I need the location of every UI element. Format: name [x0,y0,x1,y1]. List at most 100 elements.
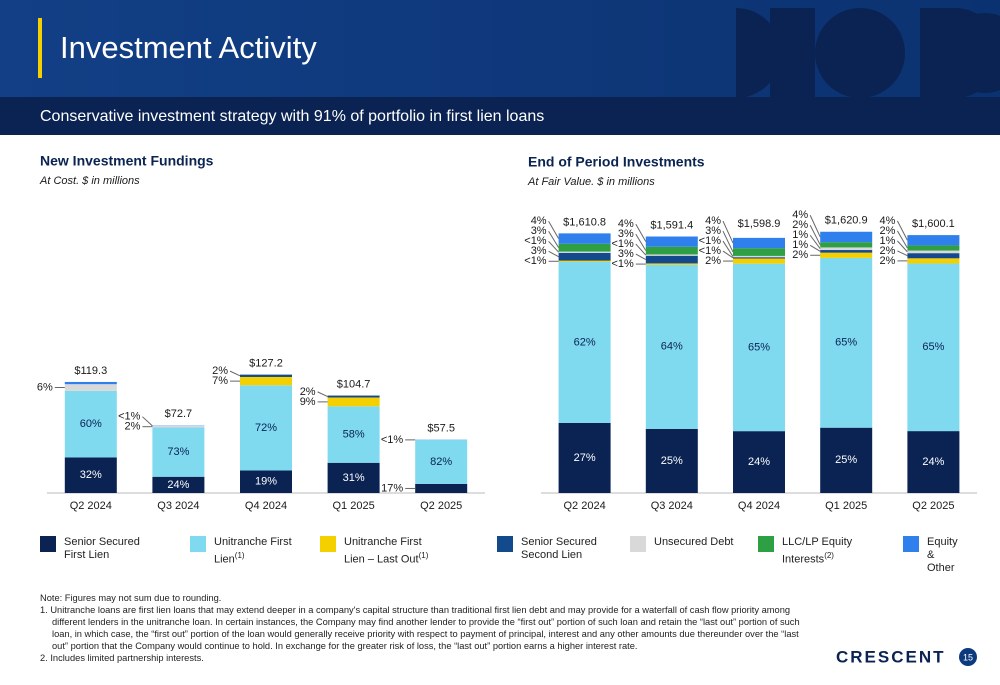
data-label: 2% [879,245,895,257]
bar-segment [240,385,292,471]
total-label: $1,610.8 [563,216,606,228]
total-label: $127.2 [249,358,283,370]
slide-title: Investment Activity [60,30,317,65]
legend-label: Unitranche First Lien [214,536,292,566]
bar-segment [907,250,960,254]
bar-segment [240,374,292,377]
data-label: 64% [661,341,683,353]
bar-segment [645,264,698,429]
data-label: 19% [255,476,277,488]
legend-label: Equity & Other [927,536,958,574]
chart-subtitle: At Cost. $ in millions [39,175,140,187]
total-label: $1,620.9 [825,215,868,227]
data-label: 4% [531,215,547,227]
label-leader [809,234,821,250]
label-leader [635,253,647,261]
data-label: 4% [879,215,895,227]
bar-segment [152,427,205,477]
chart-subtitle: At Fair Value. $ in millions [527,176,655,188]
bar-segment [907,245,960,251]
bar-segment [733,248,785,256]
bar-segment [558,233,611,244]
x-tick-label: Q4 2024 [738,500,780,512]
bar-segment [645,254,698,256]
bar-segment [645,428,698,493]
legend-swatch [758,536,774,552]
data-label: 60% [80,418,102,430]
data-label: 3% [531,245,547,257]
label-leader [317,391,328,397]
label-leader [809,244,821,252]
bar-segment [64,457,117,493]
bar-segment [907,263,960,432]
data-label: 73% [167,446,189,458]
label-leader [548,250,559,258]
label-leader [142,416,153,427]
legend-swatch [903,536,919,552]
legend-label: Unitranche First Lien – Last Out [344,536,422,566]
data-label: 2% [792,219,808,231]
data-label: 3% [618,228,634,240]
label-leader [896,230,908,249]
bar-segment [733,258,785,264]
label-leader [896,220,908,241]
data-label: <1% [524,235,547,247]
title-accent [38,18,42,78]
bar-segment [645,255,698,264]
data-label: 2% [212,365,228,377]
footnote-ref: (1) [418,551,429,560]
total-label: $1,598.9 [738,218,781,230]
note: 1. Unitranche loans are first lien loans… [40,605,800,651]
bar-segment [733,431,785,493]
x-tick-label: Q3 2024 [651,500,693,512]
legend-swatch [497,536,513,552]
page-number: 15 [963,652,973,662]
bar-segment [645,263,698,265]
bar-segment [64,390,117,458]
data-label: 2% [705,255,721,267]
x-tick-label: Q2 2025 [420,500,462,512]
data-label: 24% [922,456,944,468]
label-leader [897,250,908,257]
data-label: 82% [430,456,452,468]
bar-segment [645,246,698,255]
total-label: $1,591.4 [650,219,693,231]
label-leader [722,240,734,257]
legend-item: Senior Secured Second Lien [497,536,607,562]
data-label: 2% [879,255,895,267]
bar-segment [733,255,785,258]
legend-swatch [190,536,206,552]
total-label: $57.5 [427,422,455,434]
bar-segment [558,260,611,262]
data-label: <1% [611,238,634,250]
x-tick-label: Q1 2025 [332,500,374,512]
bar-segment [907,431,960,493]
bar-segment [733,257,785,259]
page-badge [959,648,977,666]
data-label: 31% [343,472,365,484]
data-label: 27% [574,452,596,464]
bar-segment [415,440,468,484]
bar-segment [240,470,292,493]
bar-segment [820,242,873,248]
data-label: 1% [792,239,808,251]
bar-segment [820,231,873,243]
bar-segment [733,237,785,249]
legend-label: Senior Secured First Lien [64,536,140,561]
note: 2. Includes limited partnership interest… [40,653,204,663]
data-label: 3% [618,248,634,260]
bar-segment [820,427,873,493]
bar-segment [907,235,960,246]
label-leader [229,370,241,377]
header-decoration [736,8,1000,98]
data-label: 32% [80,469,102,481]
bar-segment [64,381,117,385]
legend-item: Senior Secured First Lien [40,536,150,562]
bar-segment [558,261,611,423]
data-label: <1% [524,255,547,267]
data-label: 25% [661,455,683,467]
data-label: 3% [531,225,547,237]
bar-segment [645,236,698,247]
data-label: 25% [835,454,857,466]
legend-label: LLC/LP Equity Interests [782,536,853,566]
